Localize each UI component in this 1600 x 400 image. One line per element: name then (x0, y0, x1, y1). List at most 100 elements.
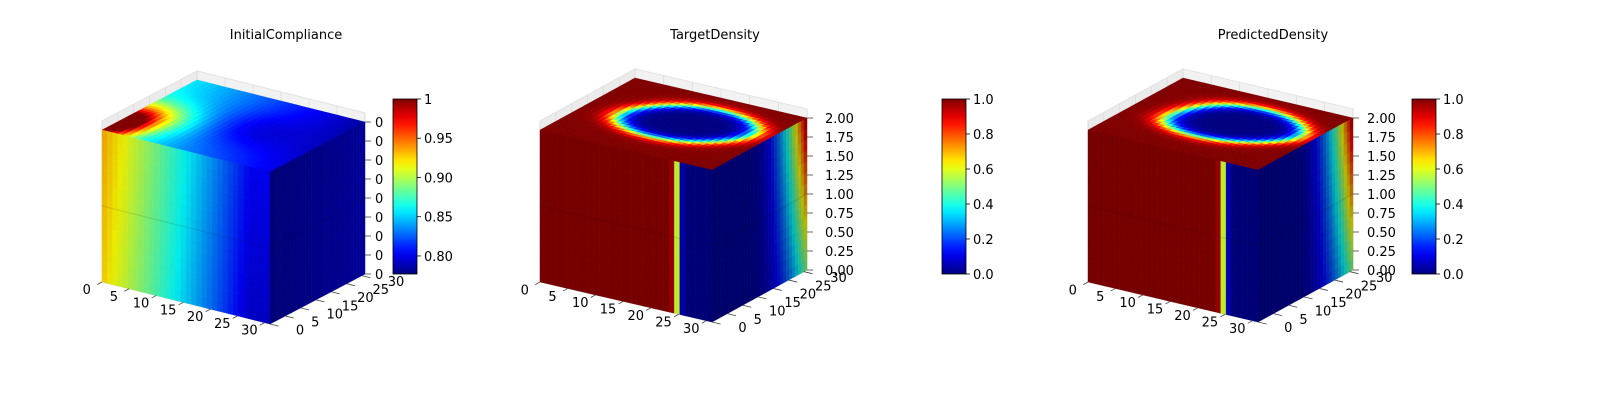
y-tick-label: 5 (754, 313, 762, 328)
z-tick-label: 0.50 (825, 226, 854, 241)
y-tick-label: 0 (738, 321, 746, 336)
z-tick-label: 1.50 (825, 150, 854, 165)
cube-side-face (1257, 117, 1354, 323)
x-tick-label: 0 (83, 283, 91, 298)
y-tick-label: 20 (800, 288, 817, 303)
y-tick-label: 5 (311, 315, 319, 330)
x-tick-label: 20 (627, 309, 644, 324)
y-tick-label: 15 (784, 296, 801, 311)
z-tick-label: 0.50 (1367, 226, 1396, 241)
x-tick-label: 10 (572, 296, 589, 311)
z-tick-label: 0.25 (1367, 245, 1396, 260)
colorbar-tick-label: 0.4 (973, 198, 994, 213)
cube-front-face (1087, 129, 1259, 323)
y-tick-label: 25 (815, 279, 832, 294)
y-tick-label: 5 (1299, 313, 1307, 328)
y-tick-label: 30 (830, 271, 847, 286)
x-tick-label: 30 (683, 322, 700, 337)
colorbar-tick-label: 0.8 (973, 128, 994, 143)
z-tick-label: 0.75 (1367, 207, 1396, 222)
colorbar-tick-label: 0.0 (1443, 268, 1464, 283)
x-tick-label: 25 (1202, 316, 1219, 331)
y-tick-label: 10 (769, 304, 786, 319)
panel-title: TargetDensity (669, 28, 760, 43)
voxel-cube (1087, 77, 1354, 323)
z-tick-label: 0 (375, 173, 383, 188)
y-tick-label: 30 (1376, 271, 1393, 286)
y-tick-label: 0 (1284, 321, 1292, 336)
voxel-cube (101, 79, 366, 325)
colorbar-tick-label: 1 (424, 93, 432, 108)
z-tick-label: 0.00 (825, 264, 854, 279)
z-tick-label: 2.00 (1367, 112, 1396, 127)
x-tick-label: 30 (1229, 322, 1246, 337)
chart-panel-3: 0 5 10 15 20 25 30 0510152025300.000.250.500.75… (1069, 28, 1464, 337)
x-tick-label: 10 (133, 297, 150, 312)
z-tick-label: 0 (375, 154, 383, 169)
z-tick-label: 1.75 (825, 131, 854, 146)
z-tick-label: 0.25 (825, 245, 854, 260)
voxel-cube (539, 77, 808, 323)
y-tick-label: 30 (388, 275, 405, 290)
colorbar-tick-label: 0.6 (1443, 163, 1464, 178)
z-tick-label: 0 (375, 211, 383, 226)
colorbar-tick-label: 0.95 (424, 132, 453, 147)
z-tick-label: 0 (375, 268, 383, 283)
y-tick-label: 10 (1315, 304, 1332, 319)
y-tick-label: 15 (1330, 296, 1347, 311)
y-tick-label: 20 (357, 291, 374, 306)
y-tick-label: 10 (326, 307, 343, 322)
cube-side-face (269, 121, 366, 325)
colorbar-gradient (392, 98, 418, 275)
z-tick-label: 0.75 (825, 207, 854, 222)
x-tick-label: 15 (600, 303, 617, 318)
z-tick-label: 0 (375, 192, 383, 207)
x-tick-label: 20 (1174, 309, 1191, 324)
x-tick-label: 25 (655, 316, 672, 331)
y-tick-label: 0 (296, 323, 304, 338)
colorbar-tick-label: 0.6 (973, 163, 994, 178)
z-tick-label: 0 (375, 249, 383, 264)
cube-top-face (539, 77, 808, 171)
colorbar-gradient (1411, 98, 1437, 275)
y-tick-label: 25 (372, 283, 389, 298)
x-tick-label: 5 (548, 290, 556, 305)
panel-title: InitialCompliance (230, 28, 343, 43)
axis-ticks: 0 5 10 15 20 25 30 0510152025300.000.250.500.75… (521, 112, 854, 337)
colorbar-tick-label: 1.0 (973, 93, 994, 108)
colorbar-tick-label: 0.90 (424, 171, 453, 186)
z-tick-label: 0 (375, 135, 383, 150)
z-tick-label: 0.00 (1367, 264, 1396, 279)
x-tick-label: 5 (110, 290, 118, 305)
z-tick-label: 1.00 (825, 188, 854, 203)
y-tick-label: 15 (342, 299, 359, 314)
colorbar-tick-label: 0.0 (973, 268, 994, 283)
z-tick-label: 1.25 (825, 169, 854, 184)
chart-panel-1: 0 5 10 15 20 25 30 051015202530000000000Initial… (83, 28, 453, 339)
x-tick-label: 30 (241, 324, 258, 339)
z-tick-label: 0 (375, 116, 383, 131)
z-tick-label: 2.00 (825, 112, 854, 127)
cube-front-face (101, 129, 271, 325)
colorbar-tick-label: 0.2 (1443, 233, 1464, 248)
colorbar: 0.0 0.2 0.4 0.6 0.8 1.0 (941, 93, 994, 283)
x-tick-label: 0 (521, 283, 529, 298)
colorbar: 0.0 0.2 0.4 0.6 0.8 1.0 (1411, 93, 1464, 283)
cube-front-face (539, 129, 713, 323)
x-tick-label: 0 (1069, 283, 1077, 298)
x-tick-label: 25 (214, 317, 231, 332)
axis-ticks: 0 5 10 15 20 25 30 0510152025300.000.250.500.75… (1069, 112, 1396, 337)
colorbar-tick-label: 0.2 (973, 233, 994, 248)
colorbar-tick-label: 0.4 (1443, 198, 1464, 213)
colorbar-tick-label: 0.8 (1443, 128, 1464, 143)
z-tick-label: 1.25 (1367, 169, 1396, 184)
y-tick-label: 20 (1345, 288, 1362, 303)
chart-panel-2: 0 5 10 15 20 25 30 0510152025300.000.250.500.75… (521, 28, 994, 337)
z-tick-label: 1.75 (1367, 131, 1396, 146)
y-tick-label: 25 (1361, 279, 1378, 294)
colorbar: 0.80 0.85 0.90 0.95 1 (392, 93, 453, 275)
x-tick-label: 15 (160, 303, 177, 318)
cube-side-face (711, 117, 808, 323)
